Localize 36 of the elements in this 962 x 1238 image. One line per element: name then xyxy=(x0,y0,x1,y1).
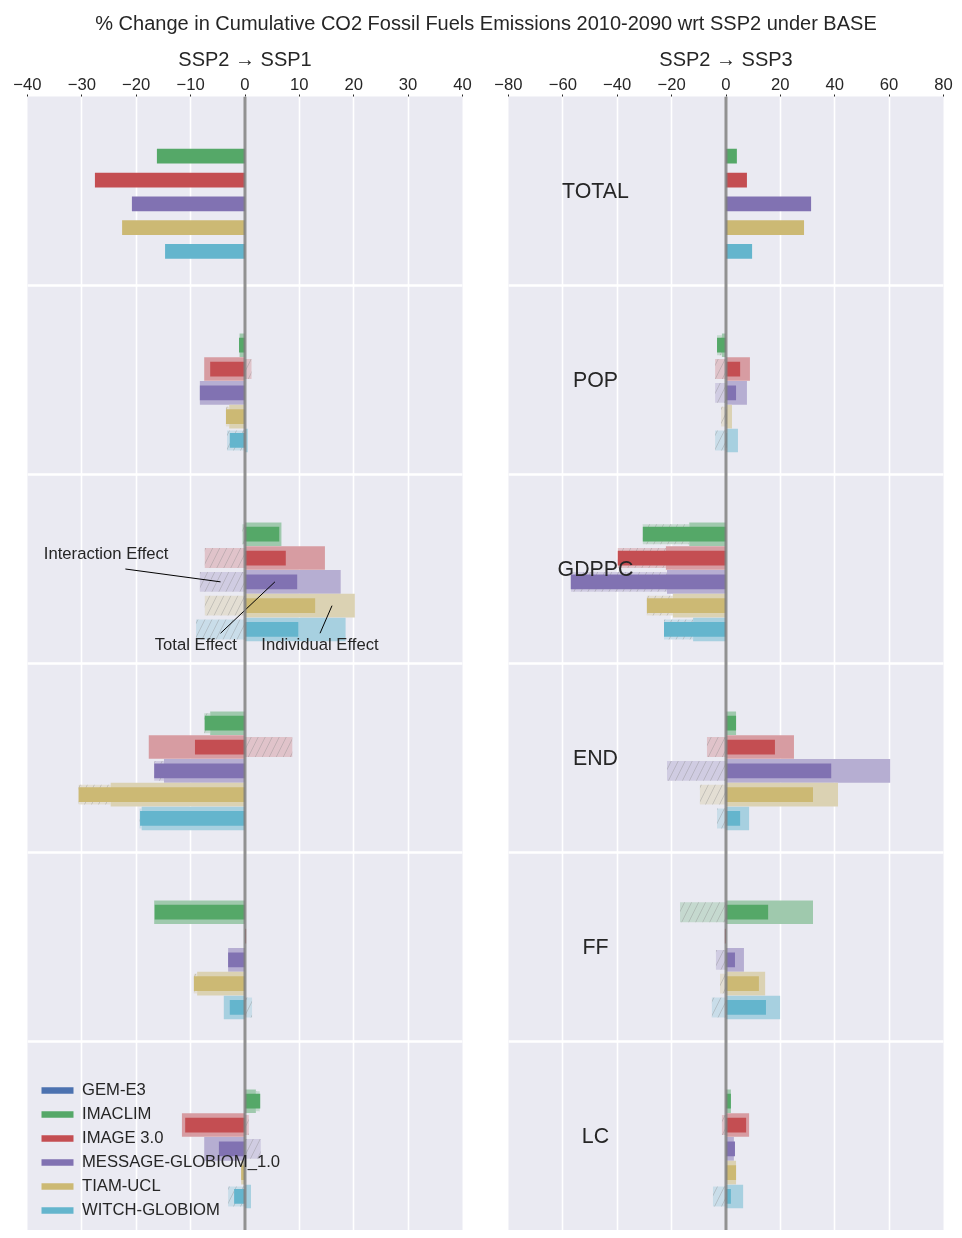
legend-label: GEM-E3 xyxy=(82,1080,146,1100)
x-tick-label: −80 xyxy=(494,74,523,94)
x-tick-label: 60 xyxy=(879,74,899,94)
legend-label: IMACLIM xyxy=(82,1104,152,1124)
x-tick-label: −60 xyxy=(548,74,578,94)
x-tick-label: 40 xyxy=(453,74,472,94)
legend-label: TIAM-UCL xyxy=(82,1176,161,1196)
x-tick-label: 20 xyxy=(344,74,364,94)
x-tick-label: 0 xyxy=(240,74,250,94)
x-tick-label: −40 xyxy=(13,74,42,94)
category-label: LC xyxy=(581,1124,610,1148)
x-tick-label: −40 xyxy=(603,74,632,94)
x-tick-label: 30 xyxy=(398,74,418,94)
category-label: FF xyxy=(582,935,609,959)
x-tick-label: 0 xyxy=(721,74,731,94)
legend-label: IMAGE 3.0 xyxy=(82,1128,164,1148)
x-tick-label: 10 xyxy=(290,74,309,94)
annotation: Interaction Effect xyxy=(43,544,169,564)
x-tick-label: −30 xyxy=(67,74,97,94)
x-tick-label: −20 xyxy=(657,74,686,94)
x-tick-label: 20 xyxy=(771,74,790,94)
category-label: POP xyxy=(572,368,619,392)
legend-label: MESSAGE-GLOBIOM_1.0 xyxy=(82,1152,281,1172)
chart-title: SSP2 → SSP1 xyxy=(178,47,312,70)
annotation: Total Effect xyxy=(154,635,238,655)
chart-subtitle: % Change in Cumulative CO2 Fossil Fuels Emissions 2010-2090 wrt SSP2 under BASE xyxy=(95,11,877,36)
category-label: TOTAL xyxy=(562,179,629,203)
category-label: GDPPC xyxy=(557,557,634,581)
x-tick-label: −10 xyxy=(176,74,205,94)
legend-label: WITCH-GLOBIOM xyxy=(82,1200,220,1220)
x-tick-label: 80 xyxy=(934,74,953,94)
category-label: END xyxy=(572,746,619,770)
x-tick-label: 40 xyxy=(825,74,845,94)
annotation: Individual Effect xyxy=(261,635,379,655)
chart-title: SSP2 → SSP3 xyxy=(659,47,793,70)
x-tick-label: −20 xyxy=(122,74,151,94)
